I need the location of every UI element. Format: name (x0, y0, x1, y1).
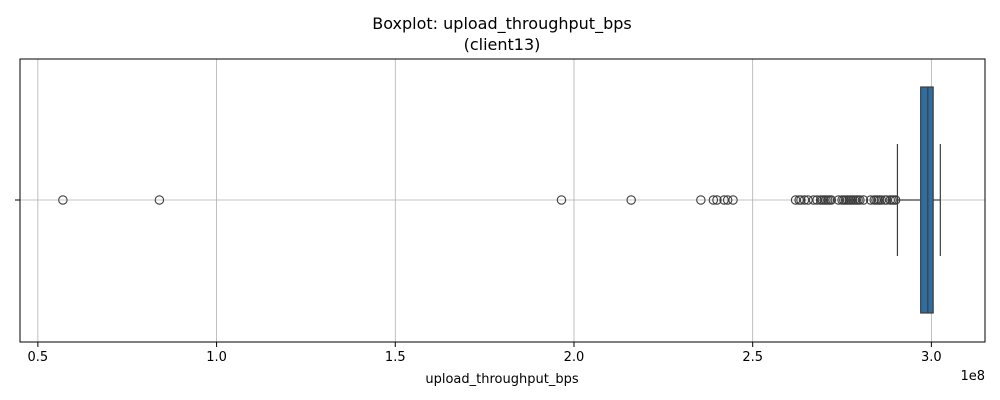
chart-title-line1: Boxplot: upload_throughput_bps (372, 14, 631, 34)
outlier-point (626, 195, 636, 205)
outlier-point (154, 195, 165, 205)
x-tick-label: 1.0 (206, 350, 227, 365)
iqr-box (920, 86, 934, 314)
x-tick-label: 3.0 (921, 350, 942, 365)
outlier-point (796, 195, 806, 205)
outlier-point (58, 195, 68, 205)
chart-title-line2: (client13) (464, 35, 541, 54)
outlier-point (728, 195, 738, 205)
x-axis-offset-label: 1e8 (960, 369, 985, 384)
x-tick-label: 0.5 (28, 350, 49, 365)
outlier-point (826, 195, 837, 205)
grid-layer (20, 59, 985, 342)
outlier-point (556, 195, 567, 205)
outlier-point (855, 195, 865, 205)
plot-layer (58, 86, 941, 314)
tick-layer: 0.5 1.0 1.5 2.0 2.5 3.0 (15, 199, 942, 365)
x-tick-label: 2.0 (564, 350, 585, 365)
x-tick-label: 2.5 (742, 350, 763, 365)
outlier-point (708, 195, 719, 205)
x-tick-label: 1.5 (385, 350, 406, 365)
outlier-point (722, 195, 733, 205)
outlier-point (696, 195, 706, 205)
plot-frame (19, 58, 986, 343)
outlier-point (890, 195, 901, 205)
outlier-point (858, 195, 869, 205)
outlier-point (712, 195, 722, 205)
x-axis-label: upload_throughput_bps (425, 372, 578, 387)
